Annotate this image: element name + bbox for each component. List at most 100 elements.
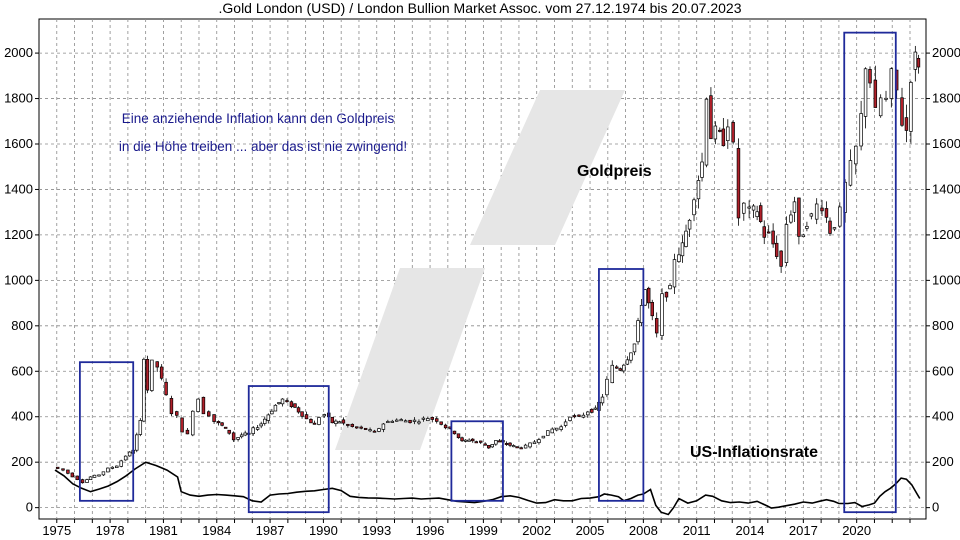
candle-body bbox=[135, 434, 139, 451]
y-tick-label-left: 400 bbox=[11, 409, 33, 424]
candle-body bbox=[789, 214, 793, 223]
candle-body bbox=[650, 302, 654, 317]
candle-body bbox=[70, 472, 75, 478]
y-tick-label-left: 0 bbox=[26, 500, 33, 515]
x-tick-label: 1981 bbox=[149, 523, 178, 538]
candle-body bbox=[863, 68, 868, 117]
candle-body bbox=[201, 396, 206, 415]
candle-body bbox=[704, 98, 709, 166]
watermark-shape-upper bbox=[470, 90, 625, 245]
candle-body bbox=[618, 368, 622, 371]
candle-body bbox=[508, 442, 512, 446]
highlight-boxes bbox=[78, 31, 897, 514]
candle-body bbox=[66, 469, 70, 474]
candle-body bbox=[289, 401, 294, 408]
x-tick-label: 2002 bbox=[522, 523, 551, 538]
y-tick-label-left: 800 bbox=[11, 318, 33, 333]
candle-body bbox=[859, 113, 863, 147]
candle-body bbox=[180, 417, 184, 433]
candle-body bbox=[395, 419, 399, 422]
candle-body bbox=[600, 396, 605, 404]
candle-body bbox=[696, 180, 701, 200]
candle-body bbox=[145, 358, 150, 391]
candle-body bbox=[381, 423, 386, 430]
candle-body bbox=[368, 429, 372, 432]
candle-body bbox=[605, 378, 609, 396]
candle-body bbox=[758, 205, 763, 222]
candle-body bbox=[568, 416, 572, 421]
candle-body bbox=[417, 421, 421, 424]
watermark-logo bbox=[335, 90, 625, 450]
watermark-shape-lower bbox=[335, 268, 485, 450]
y-tick-label-left: 600 bbox=[11, 363, 33, 378]
candle-body bbox=[337, 421, 342, 424]
candle-body bbox=[300, 411, 304, 417]
candle-body bbox=[452, 430, 457, 435]
y-tick-label-right: 400 bbox=[932, 409, 954, 424]
chart-title: .Gold London (USD) / London Bullion Mark… bbox=[219, 0, 742, 16]
candle-body bbox=[692, 199, 696, 216]
candle-body bbox=[456, 433, 461, 439]
candle-body bbox=[771, 230, 775, 245]
candle-body bbox=[590, 408, 594, 413]
candle-body bbox=[537, 439, 541, 444]
candle-body bbox=[736, 148, 741, 219]
y-tick-label-right: 1600 bbox=[932, 136, 960, 151]
candle-body bbox=[721, 128, 726, 147]
candle-body bbox=[119, 460, 123, 467]
candle-body bbox=[868, 69, 872, 84]
candle-body bbox=[435, 418, 439, 422]
y-tick-label-right: 600 bbox=[932, 363, 954, 378]
candle-body bbox=[115, 465, 119, 468]
candle-body bbox=[255, 427, 260, 430]
candle-body bbox=[718, 129, 722, 132]
candle-body bbox=[426, 418, 430, 422]
candle-body bbox=[497, 440, 502, 443]
candle-body bbox=[889, 68, 894, 99]
candle-body bbox=[519, 447, 523, 450]
x-tick-label: 1999 bbox=[469, 523, 498, 538]
candle-body bbox=[191, 410, 195, 436]
candle-body bbox=[259, 423, 263, 427]
candle-body bbox=[563, 421, 568, 426]
candle-body bbox=[532, 441, 537, 445]
candle-body bbox=[646, 287, 651, 304]
goldpreis-label: Goldpreis bbox=[577, 163, 652, 180]
candle-body bbox=[593, 407, 598, 410]
y-tick-label-right: 1000 bbox=[932, 272, 960, 287]
candle-body bbox=[572, 415, 577, 418]
candle-body bbox=[123, 455, 128, 461]
candle-body bbox=[216, 421, 221, 424]
highlight-box bbox=[598, 268, 645, 502]
candle-body bbox=[399, 419, 403, 422]
candle-body bbox=[523, 444, 528, 449]
y-tick-label-right: 0 bbox=[932, 500, 939, 515]
annotation-line-2: in die Höhe treiben ... aber das ist nie… bbox=[119, 139, 407, 154]
candle-body bbox=[664, 291, 669, 298]
candle-body bbox=[490, 444, 495, 448]
candle-body bbox=[784, 224, 789, 263]
y-tick-label-left: 1800 bbox=[4, 91, 33, 106]
candle-body bbox=[672, 259, 677, 288]
candle-body bbox=[515, 446, 519, 449]
candle-body bbox=[486, 445, 491, 449]
x-tick-label: 2020 bbox=[842, 523, 871, 538]
candle-body bbox=[330, 416, 335, 424]
y-tick-label-right: 1800 bbox=[932, 91, 960, 106]
candle-body bbox=[478, 440, 483, 443]
candle-body bbox=[654, 318, 659, 334]
candle-body bbox=[273, 404, 278, 412]
candle-body bbox=[677, 254, 681, 263]
x-tick-label: 2014 bbox=[736, 523, 765, 538]
candle-body bbox=[159, 366, 164, 379]
candle-body bbox=[470, 438, 475, 442]
candle-body bbox=[185, 429, 190, 435]
candle-body bbox=[824, 208, 829, 218]
candle-body bbox=[614, 366, 619, 369]
highlight-box bbox=[247, 385, 330, 514]
candle-body bbox=[97, 474, 101, 477]
candle-body bbox=[75, 475, 79, 481]
y-tick-label-left: 200 bbox=[11, 454, 33, 469]
candle-body bbox=[494, 440, 498, 445]
